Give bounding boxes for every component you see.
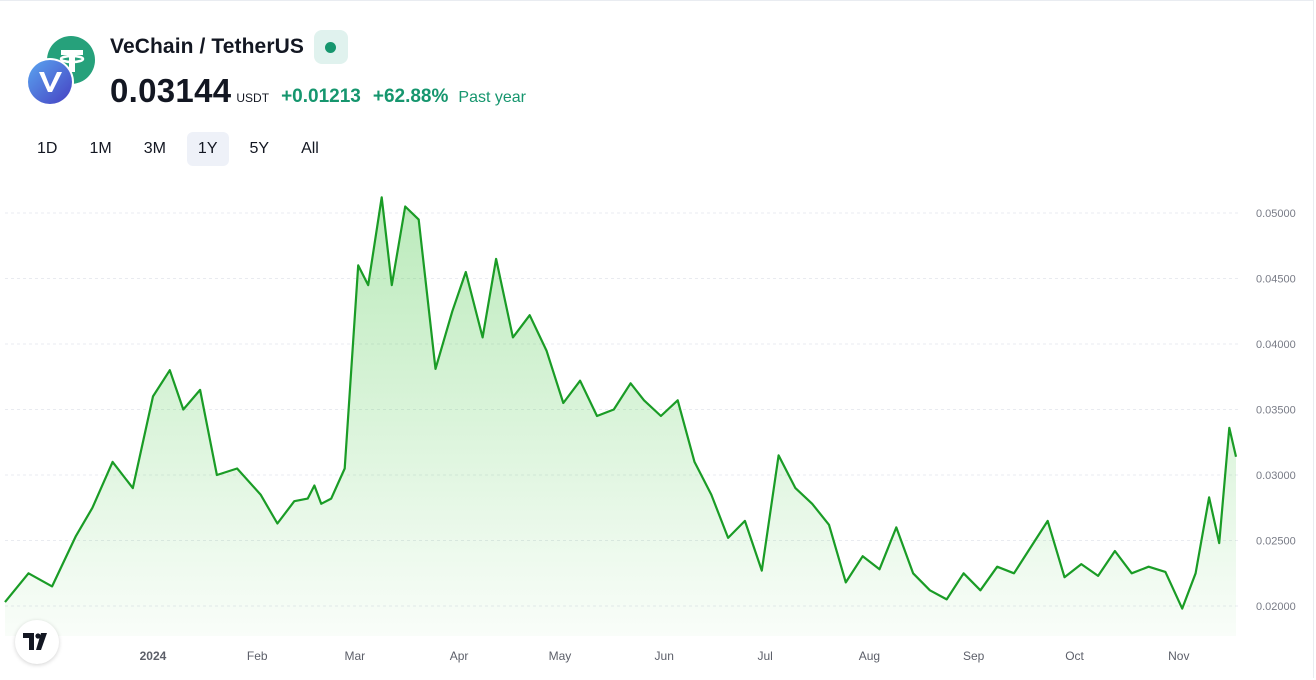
y-tick-label: 0.04500 (1256, 274, 1296, 286)
tab-label: 5Y (249, 140, 270, 157)
tab-label: 3M (143, 140, 166, 157)
tab-label: All (301, 140, 319, 157)
x-tick-label: Nov (1168, 649, 1189, 663)
tab-range-1y[interactable]: 1Y (186, 132, 229, 166)
x-tick-label: Jul (757, 649, 772, 663)
market-open-dot-icon (325, 41, 337, 53)
price-change-absolute: +0.01213 (281, 86, 361, 107)
x-tick-label: Oct (1065, 649, 1084, 663)
price-area-fill (5, 197, 1236, 637)
x-tick-label: Mar (344, 649, 365, 663)
y-tick-label: 0.04000 (1256, 339, 1296, 351)
x-tick-label: May (549, 649, 572, 663)
last-price: 0.03144 (110, 72, 232, 109)
price-currency: USDT (236, 91, 270, 105)
y-tick-label: 0.03500 (1256, 405, 1296, 417)
time-range-tabs: 1D 1M 3M 1Y 5Y All (26, 132, 340, 166)
vechain-logo-icon (26, 58, 74, 106)
change-period-label: Past year (458, 89, 526, 106)
price-series-line (4, 196, 1238, 610)
tab-range-1m[interactable]: 1M (78, 132, 122, 166)
y-tick-label: 0.05000 (1256, 208, 1296, 220)
x-tick-label: Sep (963, 649, 985, 663)
price-chart[interactable]: 0.02000 0.02500 0.03000 0.03500 0.04000 0.045… (0, 180, 1314, 676)
tab-range-5y[interactable]: 5Y (239, 132, 281, 166)
x-tick-label: Apr (450, 649, 469, 663)
symbol-header: VeChain / TetherUS 0.03144 USDT +0.01213… (110, 30, 526, 109)
tab-label: 1D (37, 140, 58, 157)
y-axis: 0.02000 0.02500 0.03000 0.03500 0.04000 0.045… (1256, 208, 1296, 613)
x-axis: 2024 Feb Mar Apr May Jun Jul Aug Sep Oct Nov (140, 649, 1190, 663)
tradingview-logo-button[interactable] (15, 620, 59, 664)
y-tick-label: 0.02500 (1256, 536, 1296, 548)
tab-range-1d[interactable]: 1D (26, 132, 68, 166)
y-tick-label: 0.02000 (1256, 601, 1296, 613)
y-tick-label: 0.03000 (1256, 470, 1296, 482)
pair-logos (26, 36, 96, 108)
tab-range-all[interactable]: All (290, 132, 330, 166)
tab-range-3m[interactable]: 3M (133, 132, 177, 166)
x-tick-label: 2024 (140, 649, 167, 663)
tab-label: 1M (89, 140, 112, 157)
pair-title[interactable]: VeChain / TetherUS (110, 35, 304, 58)
tab-label: 1Y (197, 140, 218, 157)
market-status-badge[interactable] (313, 30, 348, 64)
tradingview-logo-icon (23, 633, 47, 650)
price-change-percent: +62.88% (372, 86, 449, 107)
x-tick-label: Aug (859, 649, 880, 663)
x-tick-label: Feb (247, 649, 268, 663)
x-tick-label: Jun (655, 649, 674, 663)
price-row: 0.03144 USDT +0.01213 +62.88% Past year (110, 72, 526, 110)
